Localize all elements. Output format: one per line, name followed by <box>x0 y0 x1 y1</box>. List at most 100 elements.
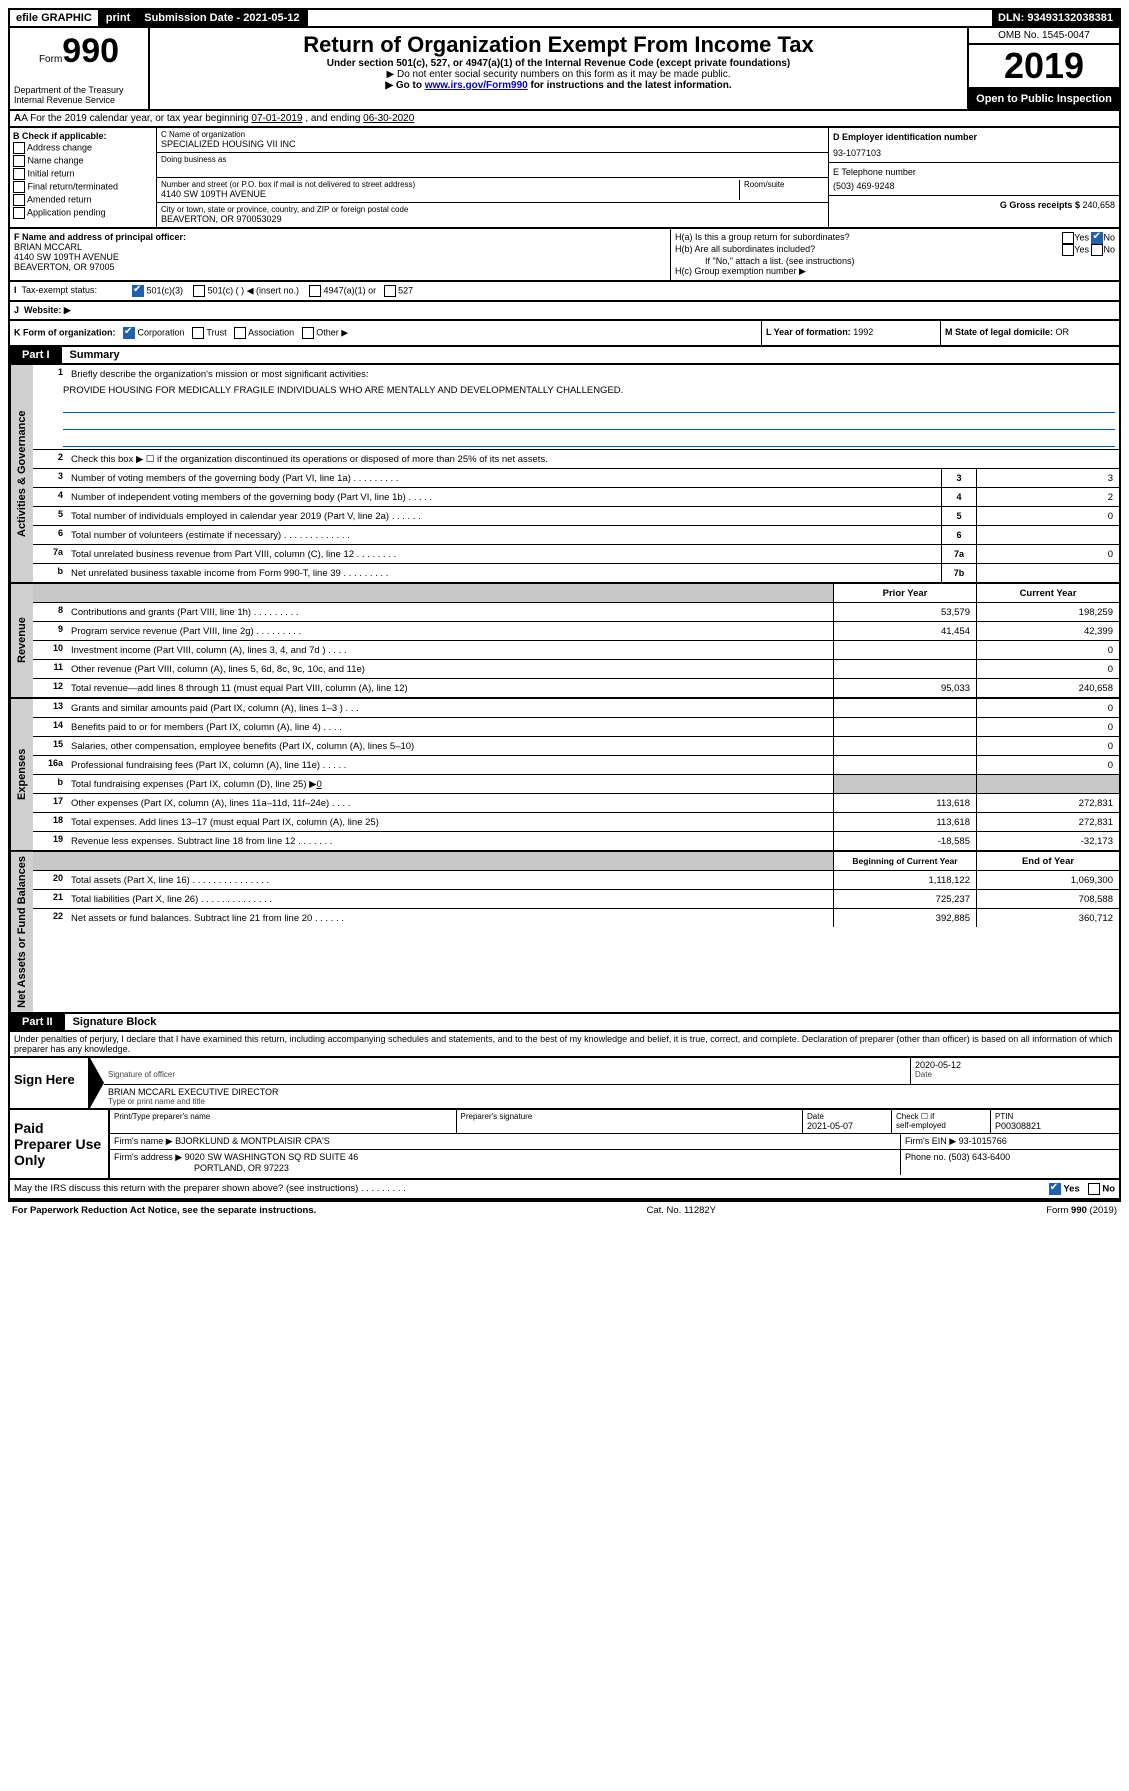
prep-name-label: Print/Type preparer's name <box>114 1112 452 1121</box>
line-22: Net assets or fund balances. Subtract li… <box>67 909 833 927</box>
prep-date-label: Date <box>807 1112 887 1121</box>
addr-label: Number and street (or P.O. box if mail i… <box>161 180 739 189</box>
c21: 708,588 <box>976 890 1119 908</box>
city-label: City or town, state or province, country… <box>161 205 824 214</box>
m-label: M State of legal domicile: <box>945 327 1056 337</box>
section-governance: Activities & Governance 1Briefly describ… <box>8 365 1121 584</box>
chk-other[interactable] <box>302 327 314 339</box>
hb-yes[interactable] <box>1062 244 1074 256</box>
hb-no[interactable] <box>1091 244 1103 256</box>
firm-ein: 93-1015766 <box>959 1136 1007 1146</box>
line-20: Total assets (Part X, line 16) . . . . .… <box>67 871 833 889</box>
val-3: 3 <box>976 469 1119 487</box>
prep-date: 2021-05-07 <box>807 1121 887 1131</box>
open-public: Open to Public Inspection <box>969 89 1119 109</box>
domicile-state: OR <box>1056 327 1070 337</box>
c13: 0 <box>976 699 1119 717</box>
discuss-no[interactable] <box>1088 1183 1100 1195</box>
city-value: BEAVERTON, OR 970053029 <box>161 214 824 224</box>
sig-officer-field[interactable]: Signature of officer <box>104 1058 911 1084</box>
goto-text-2: for instructions and the latest informat… <box>528 80 732 91</box>
line-9: Program service revenue (Part VIII, line… <box>67 622 833 640</box>
p19: -18,585 <box>833 832 976 850</box>
val-7a: 0 <box>976 545 1119 563</box>
line-19: Revenue less expenses. Subtract line 18 … <box>67 832 833 850</box>
ha-no[interactable] <box>1091 232 1103 244</box>
year-formation: 1992 <box>853 327 873 337</box>
ein-label: D Employer identification number <box>833 132 977 142</box>
ha-yes[interactable] <box>1062 232 1074 244</box>
firm-addr2: PORTLAND, OR 97223 <box>194 1163 289 1173</box>
discuss-yes[interactable] <box>1049 1183 1061 1195</box>
chk-501c[interactable] <box>193 285 205 297</box>
sig-date-label: Date <box>915 1070 1115 1079</box>
subtitle-3: ▶ Go to www.irs.gov/Form990 for instruct… <box>160 80 957 91</box>
c8: 198,259 <box>976 603 1119 621</box>
efile-label: efile GRAPHIC <box>10 10 100 26</box>
department: Department of the Treasury Internal Reve… <box>14 85 144 105</box>
val-7b <box>976 564 1119 582</box>
line-18: Total expenses. Add lines 13–17 (must eq… <box>67 813 833 831</box>
c9: 42,399 <box>976 622 1119 640</box>
p14 <box>833 718 976 736</box>
row-j: J Website: ▶ <box>8 302 1121 321</box>
line-2: Check this box ▶ ☐ if the organization d… <box>67 450 1119 468</box>
line-13: Grants and similar amounts paid (Part IX… <box>67 699 833 717</box>
firm-ein-label: Firm's EIN ▶ <box>905 1136 956 1146</box>
firm-addr1: 9020 SW WASHINGTON SQ RD SUITE 46 <box>185 1152 359 1162</box>
part-2-tag: Part II <box>10 1014 65 1030</box>
print-button[interactable]: print <box>100 10 138 26</box>
chk-4947[interactable] <box>309 285 321 297</box>
val-4: 2 <box>976 488 1119 506</box>
firm-phone-label: Phone no. <box>905 1152 949 1162</box>
form-number: Form990 Department of the Treasury Inter… <box>10 28 150 109</box>
subtitle-2: ▶ Do not enter social security numbers o… <box>160 69 957 80</box>
prep-self-label1: Check ☐ if <box>896 1112 986 1121</box>
side-exp: Expenses <box>10 699 33 850</box>
gross-label: G Gross receipts $ <box>1000 200 1083 210</box>
c14: 0 <box>976 718 1119 736</box>
part-1-label: Summary <box>62 347 128 363</box>
omb-number: OMB No. 1545-0047 <box>969 28 1119 45</box>
form990-link[interactable]: www.irs.gov/Form990 <box>425 80 528 91</box>
section-expenses: Expenses 13Grants and similar amounts pa… <box>8 699 1121 852</box>
line-15: Salaries, other compensation, employee b… <box>67 737 833 755</box>
chk-final-return[interactable]: Final return/terminated <box>13 181 153 193</box>
chk-address-change[interactable]: Address change <box>13 142 153 154</box>
hdr-end: End of Year <box>976 852 1119 870</box>
form-org-label: K Form of organization: <box>14 327 116 337</box>
footer-right: Form 990 (2019) <box>1046 1205 1117 1216</box>
hdr-begin: Beginning of Current Year <box>833 852 976 870</box>
line-10: Investment income (Part VIII, column (A)… <box>67 641 833 659</box>
phone-label: E Telephone number <box>833 167 1115 177</box>
chk-app-pending[interactable]: Application pending <box>13 207 153 219</box>
chk-trust[interactable] <box>192 327 204 339</box>
c20: 1,069,300 <box>976 871 1119 889</box>
chk-527[interactable] <box>384 285 396 297</box>
section-net-assets: Net Assets or Fund Balances Beginning of… <box>8 852 1121 1014</box>
line-3: Number of voting members of the governin… <box>67 469 941 487</box>
chk-501c3[interactable] <box>132 285 144 297</box>
chk-name-change[interactable]: Name change <box>13 155 153 167</box>
chk-initial-return[interactable]: Initial return <box>13 168 153 180</box>
chk-amended[interactable]: Amended return <box>13 194 153 206</box>
officer-name: BRIAN MCCARL <box>14 242 82 252</box>
ha-label: H(a) Is this a group return for subordin… <box>675 232 850 244</box>
p12: 95,033 <box>833 679 976 697</box>
submission-date: Submission Date - 2021-05-12 <box>138 10 307 26</box>
part-2-label: Signature Block <box>65 1014 165 1030</box>
firm-phone: (503) 643-6400 <box>949 1152 1011 1162</box>
chk-assoc[interactable] <box>234 327 246 339</box>
name-title-label: Type or print name and title <box>108 1097 1115 1106</box>
chk-corp[interactable] <box>123 327 135 339</box>
mission-block: PROVIDE HOUSING FOR MEDICALLY FRAGILE IN… <box>33 383 1119 449</box>
line-4: Number of independent voting members of … <box>67 488 941 506</box>
declaration: Under penalties of perjury, I declare th… <box>8 1032 1121 1058</box>
sign-here: Sign Here <box>10 1058 90 1108</box>
c18: 272,831 <box>976 813 1119 831</box>
phone-value: (503) 469-9248 <box>833 181 1115 191</box>
officer-name-title: BRIAN MCCARL EXECUTIVE DIRECTOR <box>108 1087 1115 1097</box>
line-8: Contributions and grants (Part VIII, lin… <box>67 603 833 621</box>
line-5: Total number of individuals employed in … <box>67 507 941 525</box>
dln: DLN: 93493132038381 <box>992 10 1119 26</box>
